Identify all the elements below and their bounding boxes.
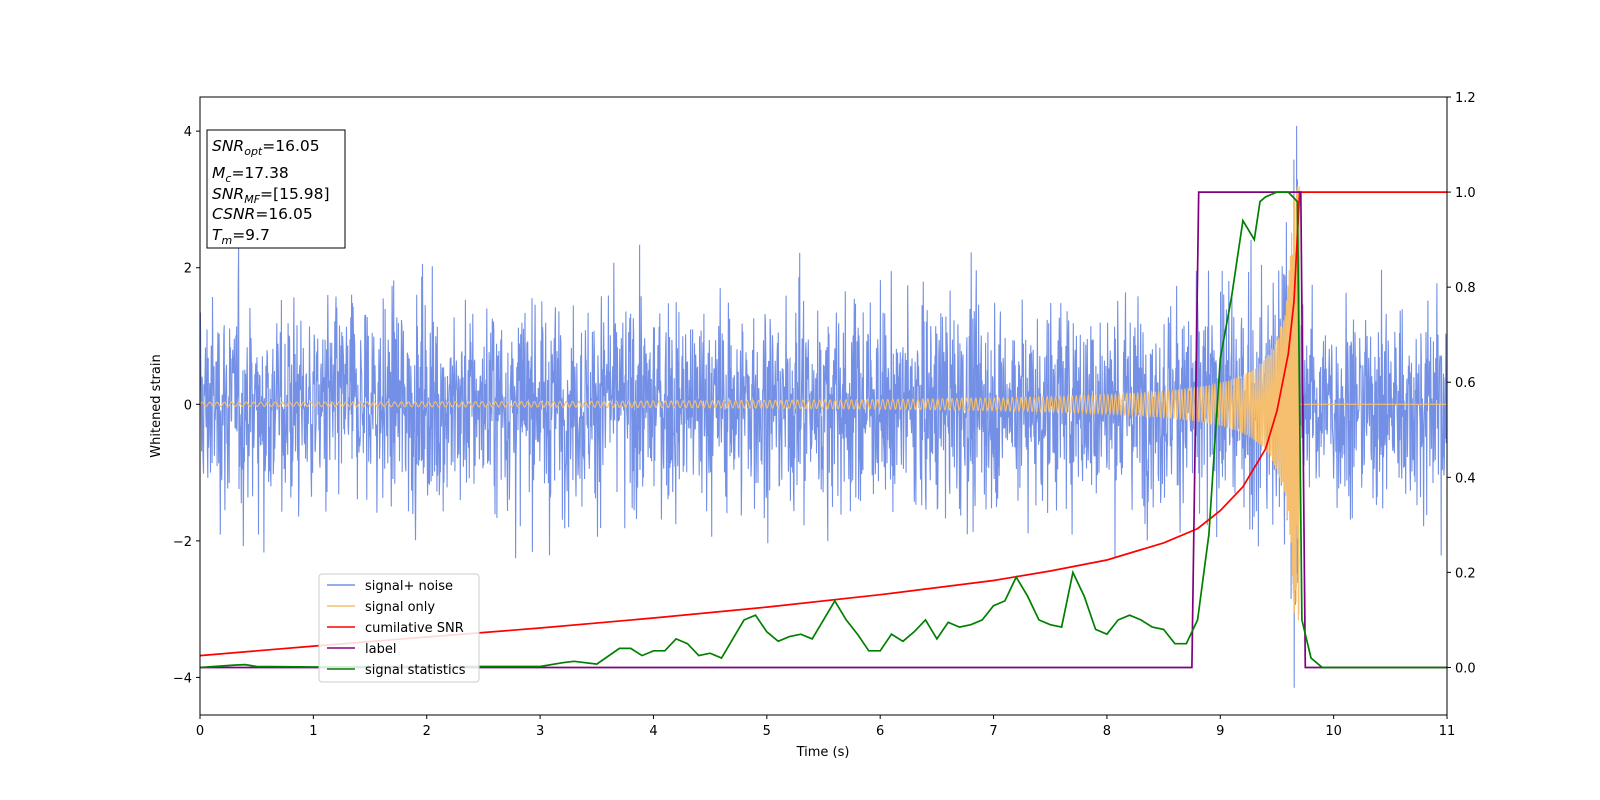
y-left-tick-label: −4 xyxy=(173,671,192,686)
x-tick-label: 6 xyxy=(876,724,884,739)
x-tick-label: 7 xyxy=(989,724,997,739)
y-right-tick-label: 0.0 xyxy=(1455,661,1476,676)
legend-label-signal-only: signal only xyxy=(365,600,435,615)
info-csnr: CSNR=16.05 xyxy=(212,205,313,223)
y-left-tick-label: −2 xyxy=(173,535,192,550)
info-snr-opt: SNRopt=16.05 xyxy=(212,137,320,158)
x-tick-label: 10 xyxy=(1325,724,1342,739)
y-right-tick-label: 0.8 xyxy=(1455,281,1476,296)
x-tick-label: 3 xyxy=(536,724,544,739)
y-left-tick-label: 4 xyxy=(184,125,192,140)
y-right-tick-label: 1.0 xyxy=(1455,186,1476,201)
x-tick-label: 1 xyxy=(309,724,317,739)
legend-label-cumulative-snr: cumilative SNR xyxy=(365,621,464,636)
x-axis-ticks: 0 1 2 3 4 5 6 7 8 9 10 11 xyxy=(196,715,1455,739)
x-axis-label: Time (s) xyxy=(796,745,850,760)
x-tick-label: 8 xyxy=(1103,724,1111,739)
info-snr-mf: SNRMF=[15.98] xyxy=(212,185,330,206)
legend-label-label: label xyxy=(365,642,396,657)
y-axis-label: Whitened strain xyxy=(149,354,164,457)
y-axis-left-ticks: 4 2 0 −2 −4 xyxy=(173,125,200,686)
x-tick-label: 4 xyxy=(649,724,657,739)
y-left-tick-label: 2 xyxy=(184,262,192,277)
plot-series-layer xyxy=(199,125,1448,688)
x-tick-label: 0 xyxy=(196,724,204,739)
series-signal-statistics xyxy=(199,191,1447,669)
legend-label-signal-statistics: signal statistics xyxy=(365,663,466,678)
legend-frame xyxy=(318,573,480,683)
x-tick-label: 11 xyxy=(1439,724,1456,739)
series-signal-only xyxy=(199,185,1447,621)
y-left-tick-label: 0 xyxy=(184,398,192,413)
y-right-tick-label: 0.6 xyxy=(1455,376,1476,391)
y-axis-right-ticks: 1.2 1.0 0.8 0.6 0.4 0.2 0.0 xyxy=(1447,91,1476,676)
y-right-tick-label: 1.2 xyxy=(1455,91,1476,106)
axes-frame xyxy=(199,96,1448,716)
y-right-tick-label: 0.4 xyxy=(1455,471,1476,486)
info-mc: Mc=17.38 xyxy=(212,164,289,185)
series-cumulative-snr xyxy=(199,191,1447,657)
info-box: SNRopt=16.05 Mc=17.38 SNRMF=[15.98] CSNR… xyxy=(206,129,346,249)
x-tick-label: 5 xyxy=(763,724,771,739)
y-right-tick-label: 0.2 xyxy=(1455,566,1476,581)
legend-label-signal-noise: signal+ noise xyxy=(365,579,453,594)
x-tick-label: 2 xyxy=(423,724,431,739)
legend: signal+ noise signal only cumilative SNR… xyxy=(318,573,480,683)
info-box-frame xyxy=(206,129,346,249)
info-tm: Tm=9.7 xyxy=(212,226,270,247)
x-tick-label: 9 xyxy=(1216,724,1224,739)
